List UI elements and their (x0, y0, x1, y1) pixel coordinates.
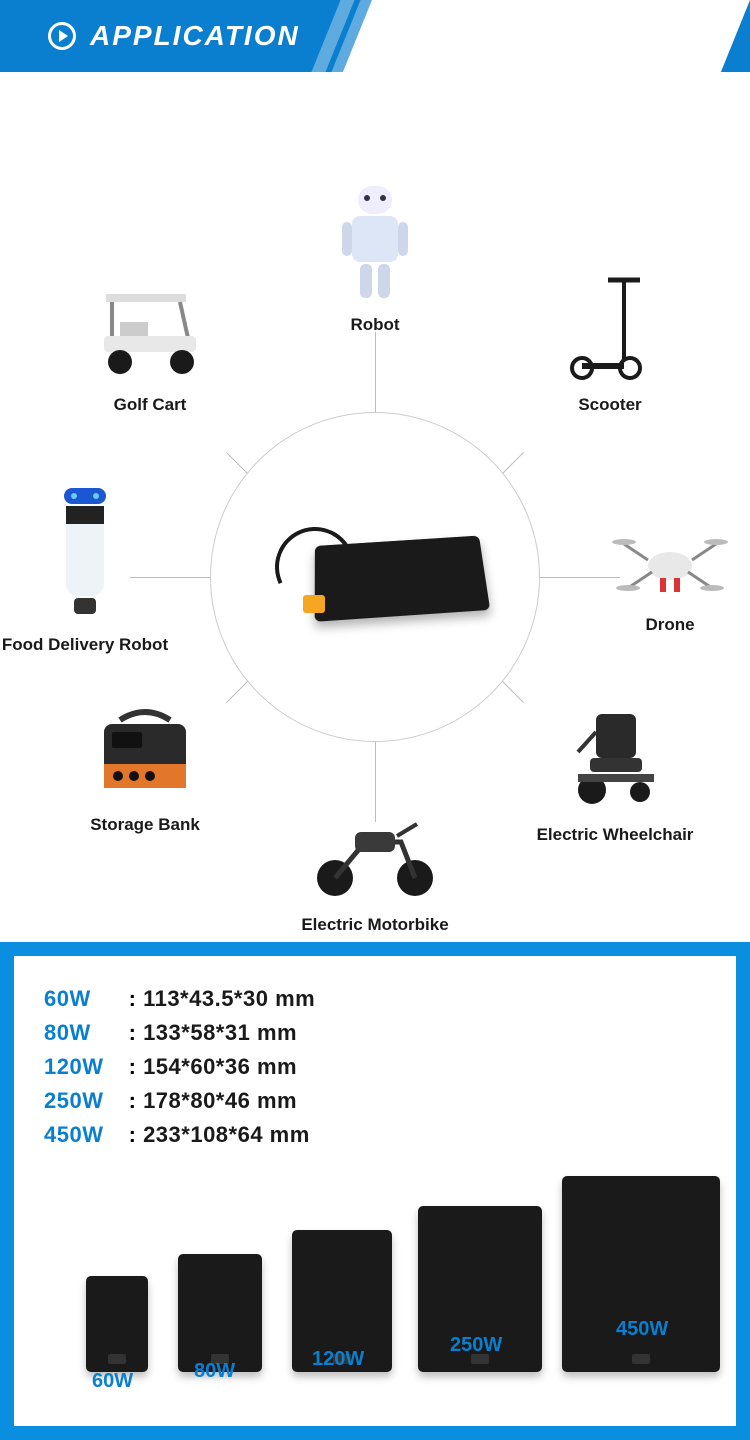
spec-row: 80W : 133*58*31 mm (44, 1016, 706, 1050)
size-specs-panel: 60W : 113*43.5*30 mm 80W : 133*58*31 mm … (0, 942, 750, 1440)
unit-80w (178, 1254, 262, 1372)
scooter-icon (560, 272, 660, 382)
unit-label: 450W (616, 1318, 668, 1341)
spec-wattage: 250W (44, 1084, 122, 1118)
section-title: APPLICATION (90, 20, 300, 52)
adapter-box-icon (178, 1254, 262, 1372)
node-label: Storage Bank (60, 815, 230, 835)
node-label: Scooter (540, 395, 680, 415)
unit-label: 80W (194, 1360, 235, 1383)
spec-row: 250W : 178*80*46 mm (44, 1084, 706, 1118)
node-label: Electric Motorbike (290, 915, 460, 935)
spec-dimensions: 133*58*31 mm (143, 1020, 297, 1045)
node-wheelchair: Electric Wheelchair (520, 702, 710, 845)
adapter-box-icon (562, 1176, 720, 1372)
node-motorbike: Electric Motorbike (290, 802, 460, 935)
node-label: Drone (600, 615, 740, 635)
node-robot: Robot (315, 182, 435, 335)
adapter-illustration (255, 517, 495, 637)
spec-dimensions: 154*60*36 mm (143, 1054, 297, 1079)
spec-row: 60W : 113*43.5*30 mm (44, 982, 706, 1016)
center-product-circle (210, 412, 540, 742)
spec-wattage: 120W (44, 1050, 122, 1084)
storage-bank-icon (90, 702, 200, 802)
node-golf-cart: Golf Cart (80, 282, 220, 415)
node-food-robot: Food Delivery Robot (0, 482, 170, 655)
unit-label: 120W (312, 1348, 364, 1371)
unit-label: 250W (450, 1334, 502, 1357)
unit-label: 60W (92, 1370, 133, 1393)
spec-dimensions: 178*80*46 mm (143, 1088, 297, 1113)
node-drone: Drone (600, 522, 740, 635)
play-icon (48, 22, 76, 50)
robot-icon (330, 182, 420, 302)
section-header: APPLICATION (0, 0, 750, 72)
application-diagram: Robot Scooter Drone Electric Wheelchair … (0, 122, 750, 922)
unit-450w (562, 1176, 720, 1372)
node-storage-bank: Storage Bank (60, 702, 230, 835)
node-label: Golf Cart (80, 395, 220, 415)
spoke (375, 332, 376, 412)
food-robot-icon (40, 482, 130, 622)
motorbike-icon (305, 802, 445, 902)
adapter-lineup: 60W 80W 120W 250W 450W (14, 1126, 736, 1406)
node-label: Robot (315, 315, 435, 335)
size-specs-inner: 60W : 113*43.5*30 mm 80W : 133*58*31 mm … (14, 956, 736, 1426)
golf-cart-icon (90, 282, 210, 382)
node-scooter: Scooter (540, 272, 680, 415)
unit-60w (86, 1276, 148, 1372)
spec-dimensions: 113*43.5*30 mm (143, 986, 315, 1011)
adapter-box-icon (86, 1276, 148, 1372)
spec-row: 120W : 154*60*36 mm (44, 1050, 706, 1084)
drone-icon (610, 522, 730, 602)
wheelchair-icon (560, 702, 670, 812)
header-cut (343, 0, 750, 72)
spec-wattage: 80W (44, 1016, 122, 1050)
spec-wattage: 60W (44, 982, 122, 1016)
node-label: Food Delivery Robot (0, 635, 170, 655)
node-label: Electric Wheelchair (520, 825, 710, 845)
